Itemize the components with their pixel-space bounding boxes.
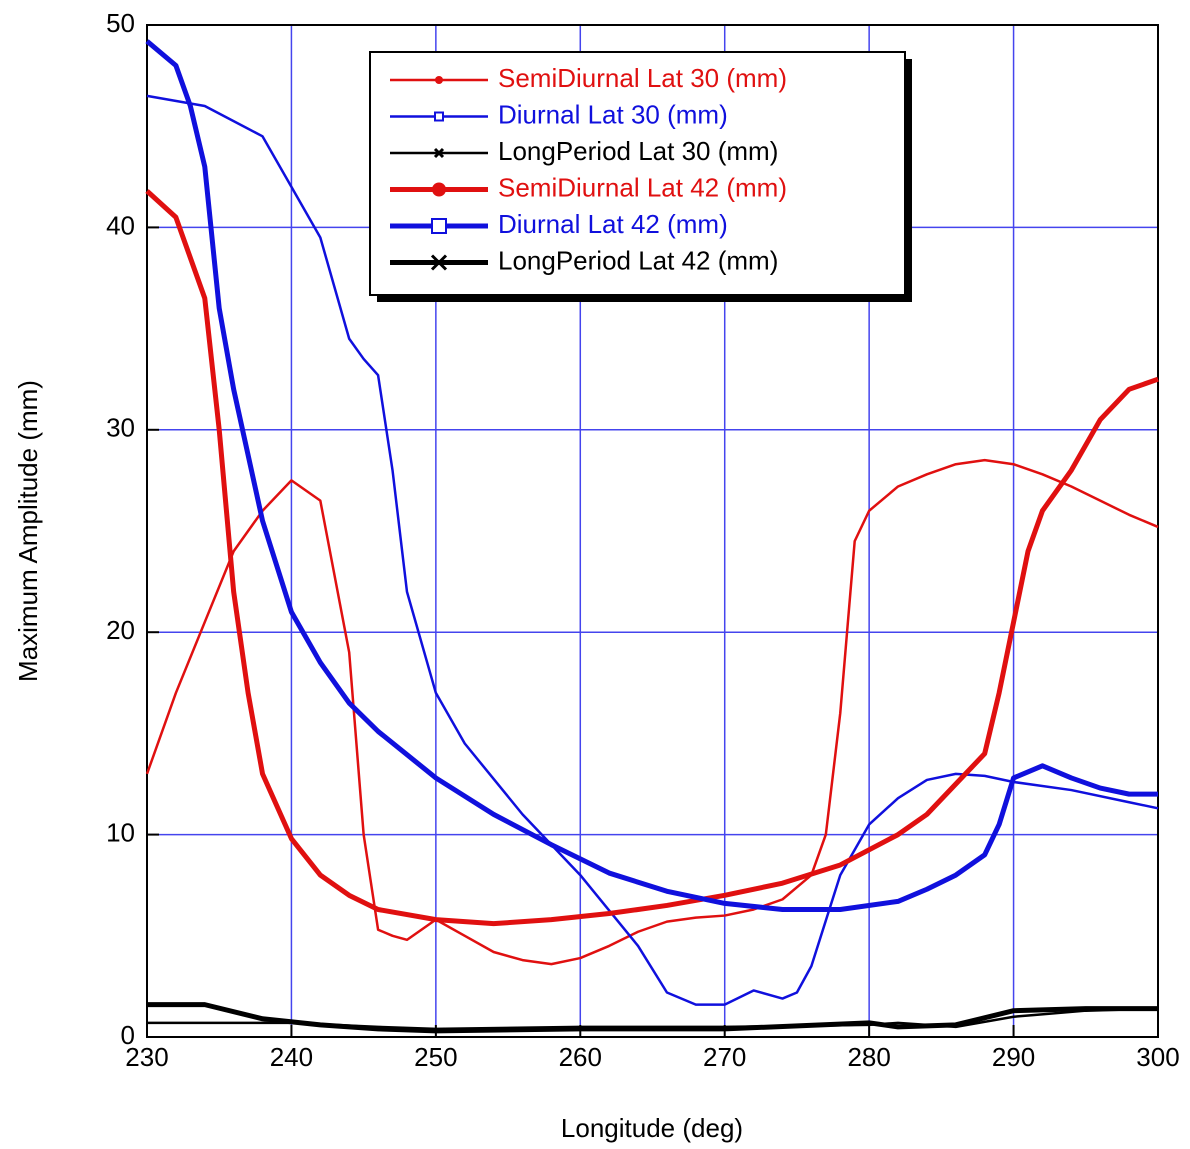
legend-label: LongPeriod Lat 42 (mm) [498, 245, 778, 275]
marker [435, 76, 443, 84]
marker [434, 111, 444, 122]
x-tick-label: 250 [414, 1042, 457, 1072]
legend-item: Diurnal Lat 30 (mm) [390, 99, 728, 129]
series-line [145, 39, 1158, 912]
x-tick-label: 230 [125, 1042, 168, 1072]
x-tick-label: 290 [992, 1042, 1035, 1072]
marker [432, 182, 446, 197]
x-tick-label: 240 [270, 1042, 313, 1072]
x-tick-label: 280 [847, 1042, 890, 1072]
y-tick-label: 10 [106, 817, 135, 847]
y-tick-label: 50 [106, 8, 135, 38]
y-tick-label: 30 [106, 413, 135, 443]
marker [431, 218, 447, 234]
legend-label: SemiDiurnal Lat 42 (mm) [498, 172, 787, 202]
x-tick-label: 260 [559, 1042, 602, 1072]
plot-frame [146, 24, 1159, 1038]
x-axis-label: Longitude (deg) [561, 1113, 743, 1143]
y-tick-label: 0 [121, 1020, 135, 1050]
y-tick-label: 40 [106, 210, 135, 240]
series-line [145, 458, 1159, 966]
legend-item: LongPeriod Lat 30 (mm) [390, 136, 778, 166]
legend-item: SemiDiurnal Lat 30 (mm) [390, 63, 787, 93]
y-axis-label: Maximum Amplitude (mm) [13, 380, 43, 682]
series-line [147, 1002, 1158, 1034]
series-line [145, 189, 1159, 927]
x-tick-label: 300 [1136, 1042, 1179, 1072]
legend-item: SemiDiurnal Lat 42 (mm) [390, 172, 787, 202]
legend-item: Diurnal Lat 42 (mm) [390, 209, 728, 239]
marker [430, 254, 448, 271]
legend [369, 51, 906, 296]
series-line [146, 94, 1159, 1006]
legend-label: Diurnal Lat 30 (mm) [498, 99, 728, 129]
legend-label: Diurnal Lat 42 (mm) [498, 209, 728, 239]
legend-label: SemiDiurnal Lat 30 (mm) [498, 63, 787, 93]
legend-item: LongPeriod Lat 42 (mm) [390, 245, 778, 275]
marker [433, 147, 445, 159]
y-tick-label: 20 [106, 615, 135, 645]
legend-label: LongPeriod Lat 30 (mm) [498, 136, 778, 166]
x-tick-label: 270 [703, 1042, 746, 1072]
